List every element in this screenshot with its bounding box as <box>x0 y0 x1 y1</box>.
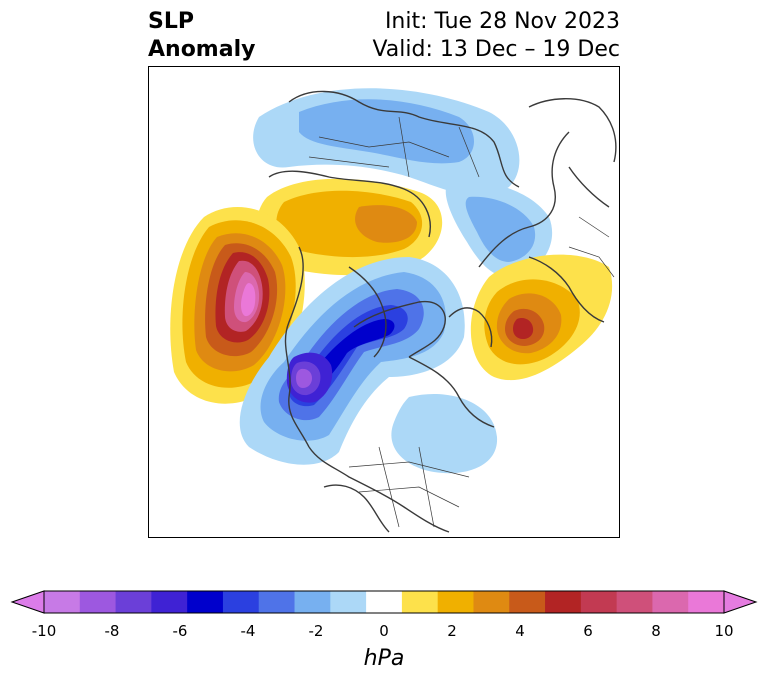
colorbar-cell <box>509 591 546 613</box>
political-borders <box>308 116 615 528</box>
colorbar-cell <box>151 591 188 613</box>
colorbar-tick-label: -10 <box>31 622 57 640</box>
colorbar-cell <box>366 591 403 613</box>
init-date: Init: Tue 28 Nov 2023 <box>384 9 620 34</box>
colorbar-cell <box>616 591 653 613</box>
map-panel <box>148 66 620 538</box>
colorbar-tick-label: -4 <box>240 622 256 640</box>
title-line-2: Anomaly <box>148 37 256 62</box>
colorbar-tick-label: 0 <box>379 622 389 640</box>
colorbar-cell <box>330 591 367 613</box>
colorbar-cell <box>294 591 331 613</box>
colorbar-cell <box>437 591 474 613</box>
coastlines <box>268 90 617 533</box>
init-valid-info: Init: Tue 28 Nov 2023 Valid: 13 Dec – 19… <box>372 8 620 64</box>
colorbar-cell <box>79 591 117 613</box>
east-canada-low-tail <box>391 393 498 474</box>
anomaly-map <box>170 88 617 533</box>
colorbar-cell <box>115 591 152 613</box>
colorbar-cell <box>222 591 260 613</box>
canada-low-anomaly <box>239 257 465 465</box>
colorbar-unit: hPa <box>363 646 405 671</box>
colorbar-cell <box>187 591 224 613</box>
colorbar-tick-label: -8 <box>104 622 120 640</box>
colorbar-high-extend <box>723 590 758 614</box>
colorbar-cells <box>44 591 725 613</box>
pacific-high-anomaly <box>170 207 305 404</box>
arctic-low-light <box>253 88 553 278</box>
siberia-high-anomaly <box>256 178 443 276</box>
europe-high-anomaly <box>470 254 613 381</box>
colorbar-ticks: -10 -8 -6 -4 -2 0 2 4 6 8 10 <box>0 622 768 642</box>
colorbar-cell <box>258 591 296 613</box>
colorbar-tick-label: -2 <box>308 622 324 640</box>
colorbar-low-extend <box>10 590 45 614</box>
colorbar-cell <box>473 591 510 613</box>
title-line-1: SLP <box>148 9 194 34</box>
colorbar-tick-label: 6 <box>583 622 593 640</box>
colorbar-cell <box>688 591 725 613</box>
chart-title: SLP Anomaly <box>148 8 255 64</box>
colorbar-cell <box>401 591 439 613</box>
valid-range: Valid: 13 Dec – 19 Dec <box>372 37 620 62</box>
colorbar-cell <box>652 591 689 613</box>
colorbar-cell <box>545 591 582 613</box>
colorbar-tick-label: 8 <box>651 622 661 640</box>
colorbar-outline <box>43 590 725 614</box>
colorbar-tick-label: 2 <box>447 622 457 640</box>
colorbar-tick-label: -6 <box>172 622 188 640</box>
colorbar-cell <box>44 591 81 613</box>
colorbar <box>10 590 758 614</box>
colorbar-tick-label: 4 <box>515 622 525 640</box>
colorbar-tick-label: 10 <box>714 622 734 640</box>
colorbar-cell <box>580 591 618 613</box>
